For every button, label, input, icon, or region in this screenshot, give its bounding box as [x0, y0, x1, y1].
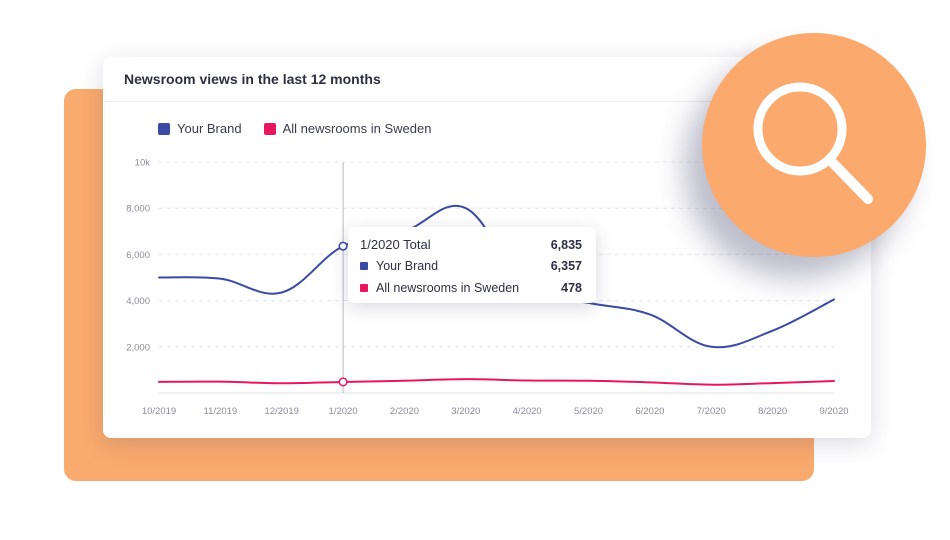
tooltip-title: 1/2020 Total — [360, 237, 431, 252]
tooltip-row-all-newsrooms: All newsrooms in Sweden 478 — [360, 281, 582, 295]
legend-item-your-brand[interactable]: Your Brand — [158, 121, 242, 136]
tooltip-swatch-your-brand — [360, 262, 368, 270]
x-tick-label-6: 4/2020 — [513, 406, 542, 417]
y-tick-label-3: 4,000 — [126, 296, 150, 307]
tooltip-total-value: 6,835 — [550, 237, 582, 252]
tooltip-row-your-brand: Your Brand 6,357 — [360, 259, 582, 273]
highlight-point-all-newsrooms — [338, 377, 348, 387]
tooltip-value-your-brand: 6,357 — [550, 259, 582, 273]
y-tick-label-0: 10k — [135, 158, 151, 169]
y-tick-label-1: 8,000 — [126, 204, 150, 215]
line-chart-plot[interactable]: 10k 8,000 6,000 4,000 2,000 10/2019 11/2019 12/… — [103, 57, 871, 438]
legend-label-all-newsrooms: All newsrooms in Sweden — [282, 121, 432, 136]
y-tick-label-4: 2,000 — [126, 342, 150, 353]
legend-swatch-all-newsrooms — [263, 122, 276, 135]
chart-legend: Your Brand All newsrooms in Sweden — [158, 121, 453, 136]
y-tick-label-2: 6,000 — [126, 250, 150, 261]
tooltip-label-your-brand: Your Brand — [376, 259, 439, 273]
legend-label-your-brand: Your Brand — [177, 121, 242, 136]
x-tick-label-7: 5/2020 — [574, 406, 603, 417]
x-tick-label-3: 1/2020 — [329, 406, 358, 417]
tooltip-value-all-newsrooms: 478 — [561, 281, 582, 295]
x-tick-label-8: 6/2020 — [635, 406, 664, 417]
x-tick-label-0: 10/2019 — [142, 406, 176, 417]
x-tick-label-1: 11/2019 — [204, 406, 238, 417]
legend-item-all-newsrooms[interactable]: All newsrooms in Sweden — [263, 121, 432, 136]
x-tick-label-9: 7/2020 — [697, 406, 726, 417]
title-divider — [103, 101, 871, 102]
chart-title: Newsroom views in the last 12 months — [124, 71, 381, 87]
highlight-point-your-brand — [338, 241, 348, 251]
x-tick-label-10: 8/2020 — [758, 406, 787, 417]
tooltip-total-row: 1/2020 Total 6,835 — [360, 237, 582, 252]
tooltip-label-all-newsrooms: All newsrooms in Sweden — [376, 281, 520, 295]
search-badge — [702, 33, 926, 257]
legend-swatch-your-brand — [158, 122, 170, 135]
chart-tooltip: 1/2020 Total 6,835 Your Brand 6,357 All … — [348, 227, 596, 303]
x-tick-label-4: 2/2020 — [390, 406, 419, 417]
x-tick-label-5: 3/2020 — [451, 406, 480, 417]
tooltip-swatch-all-newsrooms — [360, 284, 368, 292]
x-tick-label-11: 9/2020 — [819, 406, 848, 417]
x-tick-label-2: 12/2019 — [265, 406, 299, 417]
series-line-all-newsrooms — [158, 378, 835, 386]
search-icon — [753, 82, 873, 204]
